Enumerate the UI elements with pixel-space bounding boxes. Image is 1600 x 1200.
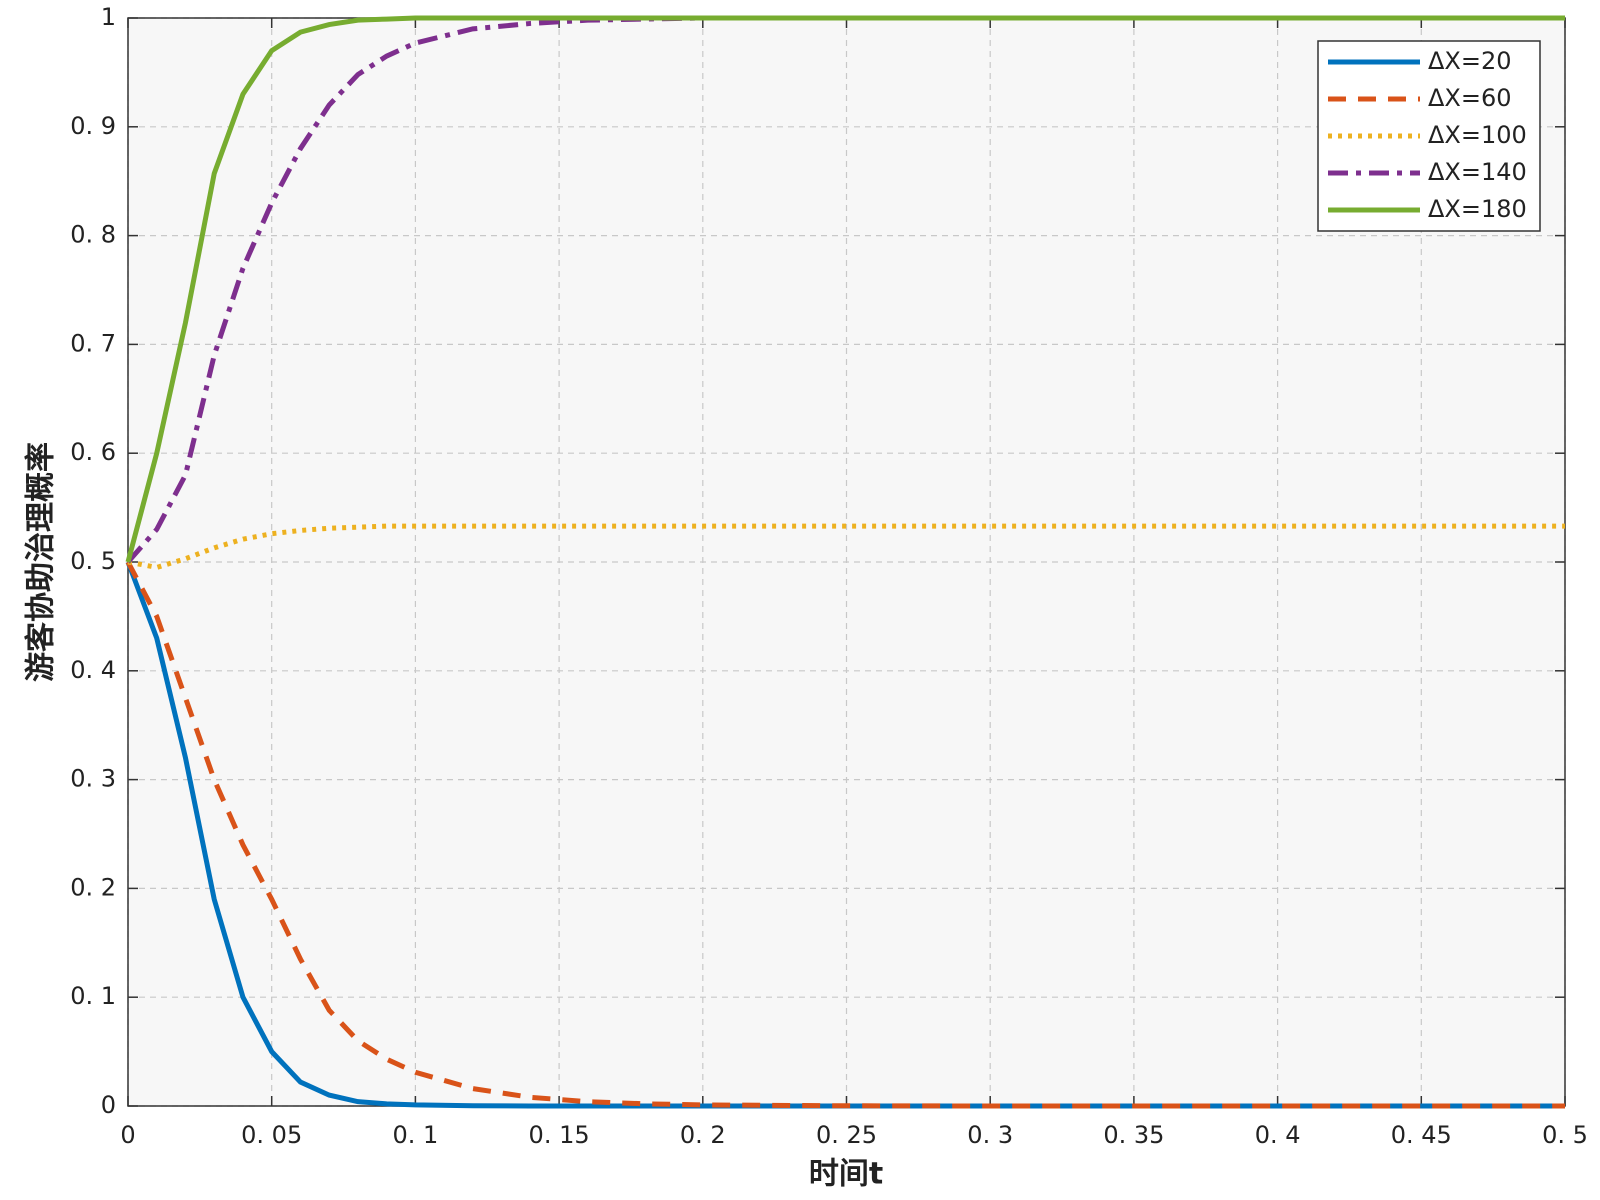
x-tick-label: 0. 35: [1103, 1121, 1164, 1149]
y-tick-label: 0. 9: [70, 112, 116, 140]
legend-label: ΔX=140: [1428, 158, 1527, 186]
y-axis-title: 游客协助治理概率: [24, 442, 59, 682]
y-tick-label: 0. 7: [70, 329, 116, 357]
y-tick-label: 0. 3: [70, 765, 116, 793]
legend-label: ΔX=180: [1428, 195, 1527, 223]
x-tick-label: 0. 25: [816, 1121, 877, 1149]
x-axis-title: 时间t: [809, 1157, 883, 1192]
y-tick-label: 0: [101, 1091, 116, 1119]
y-tick-label: 0. 1: [70, 982, 116, 1010]
x-tick-label: 0. 4: [1255, 1121, 1301, 1149]
x-tick-label: 0. 5: [1542, 1121, 1588, 1149]
x-tick-label: 0. 3: [967, 1121, 1013, 1149]
y-tick-label: 0. 8: [70, 221, 116, 249]
legend-label: ΔX=20: [1428, 47, 1512, 75]
x-tick-label: 0: [120, 1121, 135, 1149]
data-line: [125, 561, 1565, 1109]
legend-label: ΔX=60: [1428, 84, 1512, 112]
y-tick-label: 0. 5: [70, 547, 116, 575]
x-tick-label: 0. 2: [680, 1121, 726, 1149]
x-tick-label: 0. 05: [241, 1121, 302, 1149]
data-line: [125, 15, 1565, 563]
y-tick-label: 0. 6: [70, 438, 116, 466]
x-tick-label: 0. 15: [529, 1121, 590, 1149]
x-tick-label: 0. 1: [393, 1121, 439, 1149]
y-tick-label: 0. 2: [70, 873, 116, 901]
data-line: [127, 523, 1565, 571]
y-tick-label: 1: [101, 3, 116, 31]
legend-box: [1317, 40, 1541, 232]
x-tick-label: 0. 45: [1391, 1121, 1452, 1149]
y-tick-label: 0. 4: [70, 656, 116, 684]
data-line: [125, 560, 1565, 1109]
legend-label: ΔX=100: [1428, 121, 1527, 149]
